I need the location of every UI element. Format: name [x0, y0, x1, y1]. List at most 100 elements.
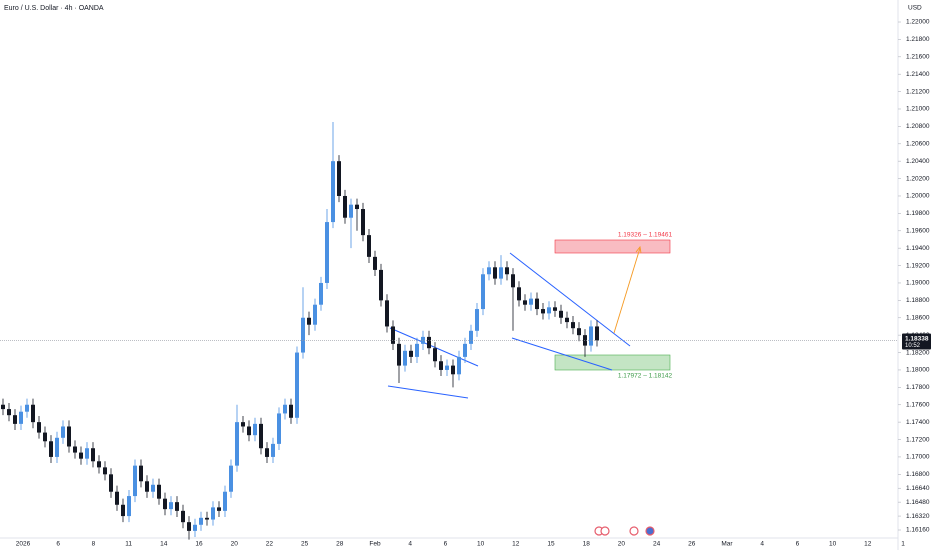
candle-body [199, 517, 203, 525]
candle-body [517, 287, 521, 301]
y-tick-label: 1.19200 [906, 262, 930, 269]
candle-body [451, 365, 455, 375]
candle-body [505, 267, 509, 275]
candle-body [385, 300, 389, 327]
candle-body [127, 496, 131, 517]
candle-body [295, 352, 299, 418]
y-tick-label: 1.19800 [906, 210, 930, 217]
candle-body [103, 467, 107, 475]
candle-body [487, 267, 491, 275]
candle-body [463, 343, 467, 357]
x-tick-label: 20 [231, 541, 239, 548]
candle-body [205, 517, 209, 520]
x-tick-label: Mar [721, 541, 733, 548]
y-tick-label: 1.16320 [906, 513, 930, 520]
candle-body [415, 343, 419, 357]
target-zone-label: 1.19326 – 1.19461 [618, 232, 673, 239]
candle-body [361, 209, 365, 236]
candle-body [1, 404, 5, 410]
candle-body [391, 326, 395, 344]
y-tick-label: 1.20400 [906, 158, 930, 165]
candle-body [349, 204, 353, 218]
y-tick-label: 1.17200 [906, 436, 930, 443]
countdown-label: 10:52 [905, 343, 921, 349]
candle-body [265, 448, 269, 457]
candle-body [457, 356, 461, 375]
x-tick-label: 8 [92, 541, 96, 548]
candle-body [61, 426, 65, 438]
y-tick-label: 1.18200 [906, 349, 930, 356]
candle-body [277, 413, 281, 444]
y-tick-label: 1.18800 [906, 297, 930, 304]
candle-body [499, 267, 503, 279]
candle-body [577, 328, 581, 336]
candle-body [31, 404, 35, 423]
candle-body [337, 161, 341, 196]
candle-body [559, 310, 563, 318]
y-tick-label: 1.19000 [906, 280, 930, 287]
x-tick-label: 24 [653, 541, 661, 548]
candle-body [433, 348, 437, 362]
candle-body [271, 443, 275, 457]
candle-body [115, 491, 119, 505]
y-tick-label: 1.21000 [906, 106, 930, 113]
candle-body [151, 484, 155, 492]
y-tick-label: 1.16640 [906, 485, 930, 492]
candle-body [427, 336, 431, 349]
y-tick-label: 1.19400 [906, 245, 930, 252]
candle-body [79, 452, 83, 459]
candle-body [397, 343, 401, 366]
y-tick-label: 1.20200 [906, 175, 930, 182]
candle-body [439, 361, 443, 370]
candle-body [181, 510, 185, 523]
support-zone [554, 354, 671, 371]
candle-body [379, 269, 383, 301]
candle-body [313, 304, 317, 325]
candle-body [7, 409, 11, 416]
candle-body [367, 235, 371, 257]
candle-body [19, 411, 23, 424]
x-tick-label: 10 [829, 541, 837, 548]
candle-body [67, 426, 71, 447]
y-tick-label: 1.21200 [906, 88, 930, 95]
chart-title: Euro / U.S. Dollar · 4h · OANDA [4, 5, 104, 12]
candles [1, 122, 599, 540]
event-icon [600, 526, 610, 536]
candle-body [469, 330, 473, 344]
candle-body [331, 161, 335, 223]
candle-body [25, 404, 29, 412]
x-tick-label: 15 [547, 541, 555, 548]
x-tick-label: 4 [408, 541, 412, 548]
candle-body [547, 307, 551, 314]
y-tick-label: 1.21400 [906, 71, 930, 78]
x-tick-label: 16 [195, 541, 203, 548]
y-tick-label: 1.17800 [906, 384, 930, 391]
x-tick-label: 2026 [16, 541, 31, 548]
candle-body [595, 326, 599, 341]
candle-body [193, 524, 197, 531]
y-tick-label: 1.22000 [906, 19, 930, 26]
candle-body [85, 448, 89, 459]
candle-body [289, 404, 293, 418]
candle-body [529, 298, 533, 305]
candle-body [211, 507, 215, 520]
y-tick-label: 1.17400 [906, 419, 930, 426]
x-tick-label: 12 [864, 541, 872, 548]
x-tick-label: 26 [688, 541, 696, 548]
trend-line [509, 252, 631, 347]
y-tick-label: 1.16800 [906, 471, 930, 478]
candle-body [223, 491, 227, 511]
candle-body [241, 422, 245, 427]
support-zone-label: 1.17972 – 1.18142 [618, 373, 673, 380]
candle-body [169, 502, 173, 510]
x-tick-label: 25 [301, 541, 309, 548]
candle-body [229, 465, 233, 492]
y-tick-label: 1.19600 [906, 227, 930, 234]
y-tick-label: 1.21800 [906, 36, 930, 43]
x-tick-label: 6 [56, 541, 60, 548]
candle-body [523, 300, 527, 305]
event-icon [629, 526, 639, 536]
candle-body [343, 195, 347, 218]
